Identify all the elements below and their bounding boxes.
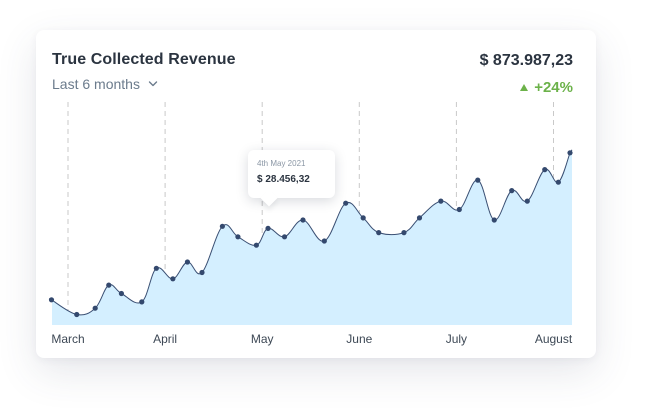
data-point[interactable] [281,234,288,240]
data-point[interactable] [74,311,80,318]
x-label-may: May [250,332,274,346]
data-point[interactable] [524,198,530,204]
data-point[interactable] [475,177,481,183]
data-point[interactable] [555,179,561,185]
x-label-april: April [153,332,178,346]
data-point[interactable] [265,225,271,231]
total-amount: $ 873.987,23 [479,52,573,69]
data-point[interactable] [253,242,259,248]
data-point[interactable] [416,215,423,221]
data-point[interactable] [343,200,349,206]
data-point[interactable] [321,238,327,244]
data-point[interactable] [118,290,125,297]
x-label-august: August [534,332,573,346]
triangle-up-icon [520,84,529,91]
data-point[interactable] [542,167,548,173]
revenue-area-chart [48,102,573,325]
data-point[interactable] [567,150,573,156]
tooltip-date: 4th May 2021 [257,159,306,168]
chevron-down-icon [148,81,158,87]
data-point[interactable] [106,282,112,288]
change-value: +24% [534,79,573,96]
data-point[interactable] [456,206,462,213]
period-selector[interactable]: Last 6 months [52,76,158,92]
data-point[interactable] [184,259,191,265]
data-point[interactable] [153,265,159,271]
data-points [48,150,573,318]
data-point[interactable] [219,223,225,229]
data-point[interactable] [235,234,241,240]
data-point[interactable] [491,217,497,223]
card-title: True Collected Revenue [52,51,236,68]
data-point[interactable] [401,230,407,236]
change-indicator: +24% [520,79,573,96]
data-point[interactable] [139,299,145,305]
period-label: Last 6 months [52,76,140,92]
chart-tooltip: 4th May 2021 $ 28.456,32 [248,150,335,198]
data-point[interactable] [48,297,55,303]
x-label-june: June [346,332,373,346]
data-point[interactable] [170,276,176,282]
tooltip-value: $ 28.456,32 [257,174,310,185]
data-point[interactable] [376,230,382,236]
data-point[interactable] [300,217,306,223]
data-point[interactable] [509,188,515,194]
data-point[interactable] [438,198,444,204]
revenue-card: True Collected Revenue Last 6 months $ 8… [36,30,596,358]
data-point[interactable] [199,269,205,276]
x-label-march: March [51,332,85,346]
data-point[interactable] [360,215,366,221]
data-point[interactable] [92,305,98,311]
x-label-july: July [445,332,468,346]
revenue-area [49,149,572,325]
